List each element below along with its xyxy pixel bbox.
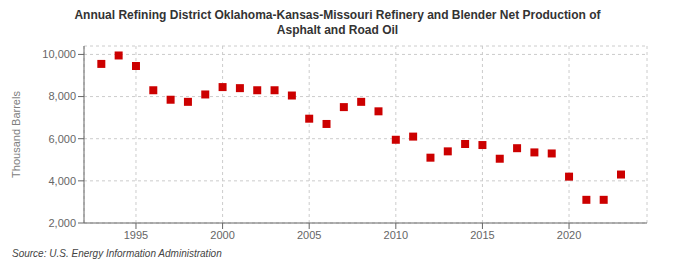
svg-text:4,000: 4,000 <box>48 175 76 187</box>
svg-text:2020: 2020 <box>557 229 581 241</box>
html-text:Annual Refining District Oklah: Annual Refining District Oklahoma-Kansas… <box>74 8 601 37</box>
svg-text:2015: 2015 <box>470 229 494 241</box>
svg-text:2,000: 2,000 <box>48 217 76 229</box>
html-text:Source: U.S. Energy Informatio: Source: U.S. Energy Information Administ… <box>12 248 222 259</box>
svg-text:Thousand Barrels: Thousand Barrels <box>10 91 22 178</box>
svg-text:2010: 2010 <box>384 229 408 241</box>
svg-text:1995: 1995 <box>124 229 148 241</box>
svg-text:2005: 2005 <box>297 229 321 241</box>
svg-text:2000: 2000 <box>210 229 234 241</box>
svg-text:10,000: 10,000 <box>42 48 76 60</box>
svg-text:6,000: 6,000 <box>48 133 76 145</box>
svg-text:8,000: 8,000 <box>48 90 76 102</box>
